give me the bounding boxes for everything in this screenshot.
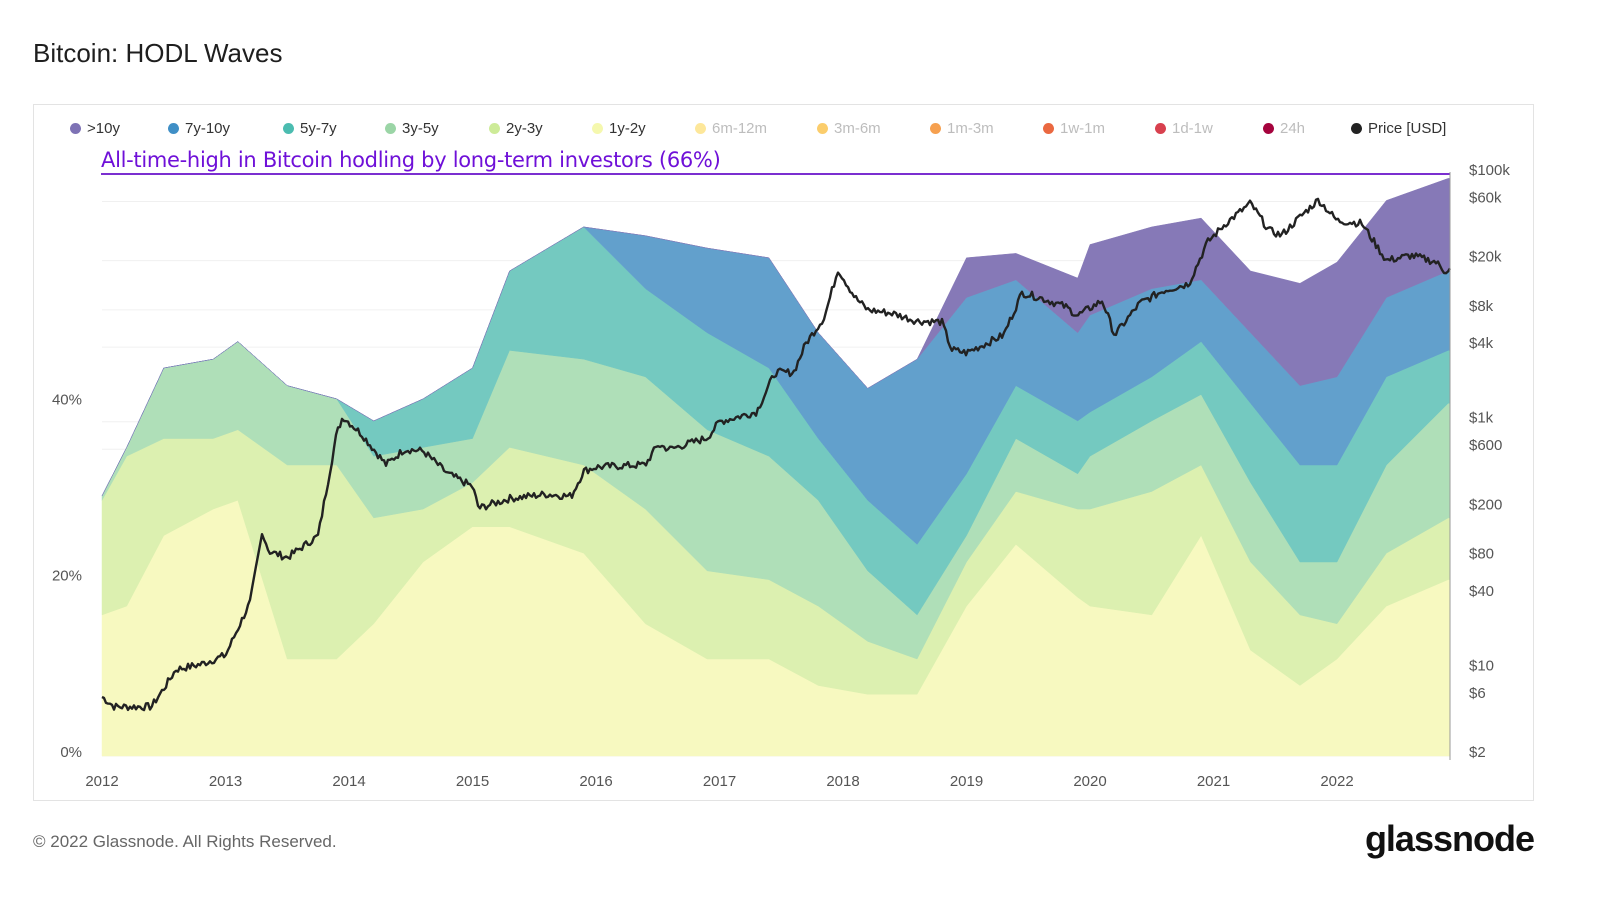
left-axis-ticks: 0% 20% 40% <box>52 391 82 761</box>
legend-label: 1w-1m <box>1060 120 1106 137</box>
x-tick-label: 2018 <box>826 773 859 790</box>
legend-label: 1y-2y <box>609 120 646 137</box>
left-tick-label: 40% <box>52 391 82 408</box>
copyright-footer: © 2022 Glassnode. All Rights Reserved. <box>33 832 337 851</box>
stacked-areas <box>101 178 1451 757</box>
price-line-group <box>101 197 1452 712</box>
legend-dot-icon <box>283 123 294 134</box>
legend-dot-icon <box>489 123 500 134</box>
legend-dot-icon <box>1155 123 1166 134</box>
legend-label: 1m-3m <box>947 120 994 137</box>
x-axis-ticks: 2012 2013 2014 2015 2016 2017 2018 2019 2020 2021… <box>85 773 1353 790</box>
legend-dot-icon <box>385 123 396 134</box>
legend-label: 1d-1w <box>1172 120 1213 137</box>
right-tick-label: $100k <box>1469 162 1510 179</box>
legend-item-6m-12m[interactable]: 6m-12m <box>695 120 767 137</box>
right-tick-label: $40 <box>1469 583 1494 600</box>
right-tick-label: $4k <box>1469 335 1494 352</box>
legend-dot-icon <box>1043 123 1054 134</box>
right-tick-label: $10 <box>1469 657 1494 674</box>
legend-dot-icon <box>695 123 706 134</box>
right-tick-label: $8k <box>1469 298 1494 315</box>
x-tick-label: 2014 <box>332 773 365 790</box>
legend-item-7y-10y[interactable]: 7y-10y <box>168 120 230 137</box>
legend-label: 3m-6m <box>834 120 881 137</box>
x-tick-label: 2020 <box>1073 773 1106 790</box>
legend-label: Price [USD] <box>1368 120 1447 137</box>
legend-dot-icon <box>817 123 828 134</box>
legend-label: 24h <box>1280 120 1306 137</box>
chart-container <box>33 104 1534 801</box>
legend-dot-icon <box>1351 123 1362 134</box>
legend-dot-icon <box>1263 123 1274 134</box>
legend-item-2y-3y[interactable]: 2y-3y <box>489 120 543 137</box>
x-tick-label: 2013 <box>209 773 242 790</box>
legend-item-24h[interactable]: 24h <box>1263 120 1305 137</box>
right-tick-label: $6 <box>1469 685 1486 702</box>
x-tick-label: 2015 <box>456 773 489 790</box>
left-tick-label: 20% <box>52 568 82 585</box>
x-tick-label: 2017 <box>703 773 736 790</box>
right-tick-label: $200 <box>1469 496 1502 513</box>
legend-label: 6m-12m <box>712 120 768 137</box>
legend-dot-icon <box>930 123 941 134</box>
legend-item-1y-2y[interactable]: 1y-2y <box>592 120 646 137</box>
right-tick-label: $80 <box>1469 546 1494 563</box>
legend-item-3m-6m[interactable]: 3m-6m <box>817 120 881 137</box>
right-tick-label: $20k <box>1469 249 1502 266</box>
ath-annotation: All-time-high in Bitcoin hodling by long… <box>101 148 721 172</box>
x-tick-label: 2012 <box>85 773 118 790</box>
x-tick-label: 2019 <box>950 773 983 790</box>
legend-dot-icon <box>168 123 179 134</box>
glassnode-logo[interactable]: glassnode <box>1364 818 1535 859</box>
price-line <box>101 197 1452 712</box>
legend-label: 3y-5y <box>402 120 439 137</box>
x-tick-label: 2022 <box>1320 773 1353 790</box>
right-tick-label: $60k <box>1469 189 1502 206</box>
legend-label: 2y-3y <box>506 120 543 137</box>
legend-item-price-usd[interactable]: Price [USD] <box>1351 120 1446 137</box>
legend-item-5y-7y[interactable]: 5y-7y <box>283 120 337 137</box>
right-tick-label: $1k <box>1469 410 1494 427</box>
x-tick-label: 2021 <box>1197 773 1230 790</box>
legend-label: 7y-10y <box>185 120 231 137</box>
right-tick-label: $2 <box>1469 744 1486 761</box>
legend-label: 5y-7y <box>300 120 337 137</box>
legend-item-1d-1w[interactable]: 1d-1w <box>1155 120 1213 137</box>
right-tick-label: $600 <box>1469 437 1502 454</box>
legend-dot-icon <box>592 123 603 134</box>
chart-title: Bitcoin: HODL Waves <box>33 38 283 68</box>
legend-label: >10y <box>87 120 120 137</box>
legend-item-1m-3m[interactable]: 1m-3m <box>930 120 994 137</box>
left-tick-label: 0% <box>60 744 82 761</box>
legend-item-3y-5y[interactable]: 3y-5y <box>385 120 439 137</box>
x-tick-label: 2016 <box>579 773 612 790</box>
legend-item-10y[interactable]: >10y <box>70 120 120 137</box>
right-axis-ticks: $100k $60k $20k $8k $4k $1k $600 $200 $80 $40 $10 $… <box>1469 162 1510 761</box>
legend-dot-icon <box>70 123 81 134</box>
legend-item-1w-1m[interactable]: 1w-1m <box>1043 120 1105 137</box>
